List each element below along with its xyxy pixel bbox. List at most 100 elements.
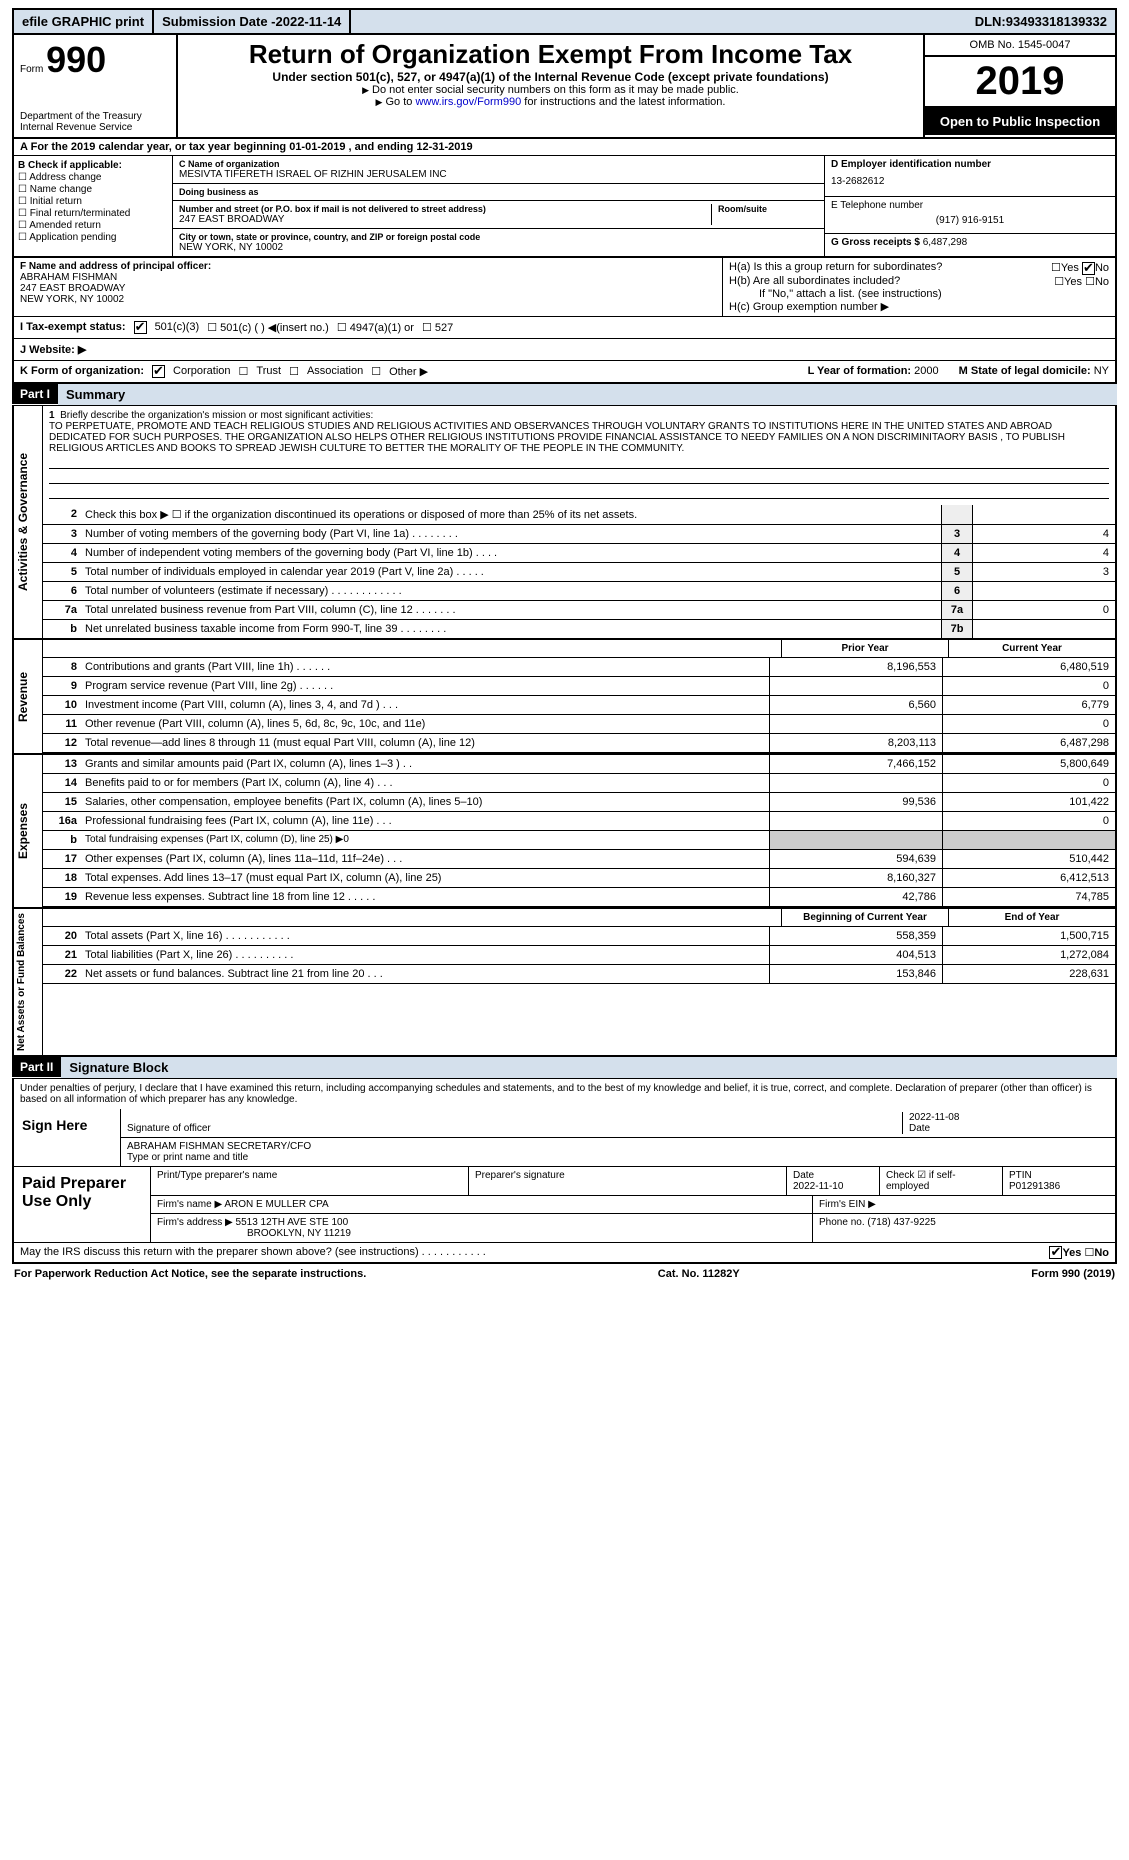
part1-header: Part I Summary [12,384,1117,406]
website-row: J Website: ▶ [12,339,1117,361]
mission-block: 1 Briefly describe the organization's mi… [43,406,1115,505]
dln: DLN: 93493318139332 [967,10,1115,33]
k-org-row: K Form of organization: Corporation ☐ Tr… [12,361,1117,384]
summary-line: 17Other expenses (Part IX, column (A), l… [43,850,1115,869]
summary-line: 22Net assets or fund balances. Subtract … [43,965,1115,984]
self-employed: Check ☑ if self-employed [880,1167,1003,1195]
summary-line: 15Salaries, other compensation, employee… [43,793,1115,812]
cb-501c3[interactable] [134,321,147,334]
summary-line: 4Number of independent voting members of… [43,544,1115,563]
goto-note: Go to www.irs.gov/Form990 for instructio… [186,96,915,108]
hdr-prior: Prior Year [781,640,948,657]
summary-line: 20Total assets (Part X, line 16) . . . .… [43,927,1115,946]
section-fh: F Name and address of principal officer:… [12,258,1117,317]
firm-addr1: 5513 12TH AVE STE 100 [236,1217,349,1228]
form-number: 990 [46,39,106,80]
cb-initial-return[interactable]: ☐ Initial return [18,196,168,207]
officer-name: ABRAHAM FISHMAN [20,272,716,283]
tax-status-row: I Tax-exempt status: 501(c)(3) ☐ 501(c) … [12,317,1117,339]
hdr-current: Current Year [948,640,1115,657]
city-state-zip: NEW YORK, NY 10002 [179,242,818,253]
room-label: Room/suite [718,204,818,214]
hdr-end-year: End of Year [948,909,1115,926]
submission-date: Submission Date - 2022-11-14 [154,10,351,33]
gross-value: 6,487,298 [923,237,968,248]
open-inspection: Open to Public Inspection [925,108,1115,135]
c-name-label: C Name of organization [179,159,818,169]
signature-block: Sign Here Signature of officer 2022-11-0… [12,1109,1117,1265]
summary-line: 14Benefits paid to or for members (Part … [43,774,1115,793]
summary-line: 5Total number of individuals employed in… [43,563,1115,582]
j-label: J Website: ▶ [20,343,86,356]
tel-value: (917) 916-9151 [831,211,1109,230]
firm-phone: (718) 437-9225 [867,1217,935,1228]
hb-label: H(b) Are all subordinates included? [729,275,900,288]
form-subtitle: Under section 501(c), 527, or 4947(a)(1)… [186,70,915,84]
vtab-netassets: Net Assets or Fund Balances [14,909,43,1055]
b-label: B Check if applicable: [18,160,168,171]
officer-addr2: NEW YORK, NY 10002 [20,294,716,305]
ssn-note: Do not enter social security numbers on … [186,84,915,96]
ha-label: H(a) Is this a group return for subordin… [729,261,942,275]
firm-addr2: BROOKLYN, NY 11219 [157,1228,351,1239]
i-label: I Tax-exempt status: [20,321,126,333]
summary-line: 16aProfessional fundraising fees (Part I… [43,812,1115,831]
cb-corp[interactable] [152,365,165,378]
omb-number: OMB No. 1545-0047 [925,35,1115,57]
firm-name: ARON E MULLER CPA [224,1199,328,1210]
cb-address-change[interactable]: ☐ Address change [18,172,168,183]
form-title: Return of Organization Exempt From Incom… [186,39,915,70]
top-bar: efile GRAPHIC print Submission Date - 20… [12,8,1117,35]
cat-number: Cat. No. 11282Y [658,1268,740,1280]
firm-ein-label: Firm's EIN ▶ [813,1196,1115,1213]
paid-preparer-label: Paid Preparer Use Only [14,1167,150,1242]
k-label: K Form of organization: [20,365,144,377]
vtab-revenue: Revenue [14,640,43,753]
summary-line: 2Check this box ▶ ☐ if the organization … [43,505,1115,525]
org-name: MESIVTA TIFERETH ISRAEL OF RIZHIN JERUSA… [179,169,818,180]
mission-text: TO PERPETUATE, PROMOTE AND TEACH RELIGIO… [49,421,1065,454]
dept-treasury: Department of the Treasury [20,111,170,122]
gross-label: G Gross receipts $ [831,237,923,248]
f-label: F Name and address of principal officer: [20,261,716,272]
sign-date: 2022-11-08 [909,1112,959,1123]
irs-link[interactable]: www.irs.gov/Form990 [415,96,521,108]
year-formation: 2000 [914,365,938,377]
summary-line: 10Investment income (Part VIII, column (… [43,696,1115,715]
vtab-governance: Activities & Governance [14,406,43,638]
summary-line: 21Total liabilities (Part X, line 26) . … [43,946,1115,965]
hc-label: H(c) Group exemption number ▶ [729,300,1109,313]
prep-date: 2022-11-10 [793,1181,843,1192]
summary-line: 12Total revenue—add lines 8 through 11 (… [43,734,1115,753]
summary-line: 3Number of voting members of the governi… [43,525,1115,544]
revenue-table: Revenue Prior Year Current Year 8Contrib… [12,640,1117,755]
city-label: City or town, state or province, country… [179,232,818,242]
row-a-taxyear: A For the 2019 calendar year, or tax yea… [12,139,1117,156]
ha-answer: ☐Yes No [1051,261,1109,275]
summary-line: 7aTotal unrelated business revenue from … [43,601,1115,620]
paperwork-notice: For Paperwork Reduction Act Notice, see … [14,1268,366,1280]
form-word: Form [20,64,43,75]
form-footer: Form 990 (2019) [1031,1268,1115,1280]
efile-label: efile GRAPHIC print [14,10,154,33]
tax-year: 2019 [925,57,1115,108]
discuss-question: May the IRS discuss this return with the… [20,1246,486,1260]
preparer-block: Paid Preparer Use Only Print/Type prepar… [14,1167,1115,1242]
cb-name-change[interactable]: ☐ Name change [18,184,168,195]
cb-app-pending[interactable]: ☐ Application pending [18,232,168,243]
cb-final-return[interactable]: ☐ Final return/terminated [18,208,168,219]
summary-line: 13Grants and similar amounts paid (Part … [43,755,1115,774]
summary-line: 9Program service revenue (Part VIII, lin… [43,677,1115,696]
expenses-table: Expenses 13Grants and similar amounts pa… [12,755,1117,909]
summary-table: Activities & Governance 1 Briefly descri… [12,406,1117,640]
irs-label: Internal Revenue Service [20,122,170,133]
sign-here-label: Sign Here [14,1109,120,1166]
page-footer: For Paperwork Reduction Act Notice, see … [12,1264,1117,1284]
summary-line: 11Other revenue (Part VIII, column (A), … [43,715,1115,734]
hb-note: If "No," attach a list. (see instruction… [729,288,1109,300]
officer-printed-name: ABRAHAM FISHMAN SECRETARY/CFO [127,1141,1109,1152]
declaration-text: Under penalties of perjury, I declare th… [12,1079,1117,1109]
summary-line: 18Total expenses. Add lines 13–17 (must … [43,869,1115,888]
summary-line: 19Revenue less expenses. Subtract line 1… [43,888,1115,907]
cb-amended[interactable]: ☐ Amended return [18,220,168,231]
